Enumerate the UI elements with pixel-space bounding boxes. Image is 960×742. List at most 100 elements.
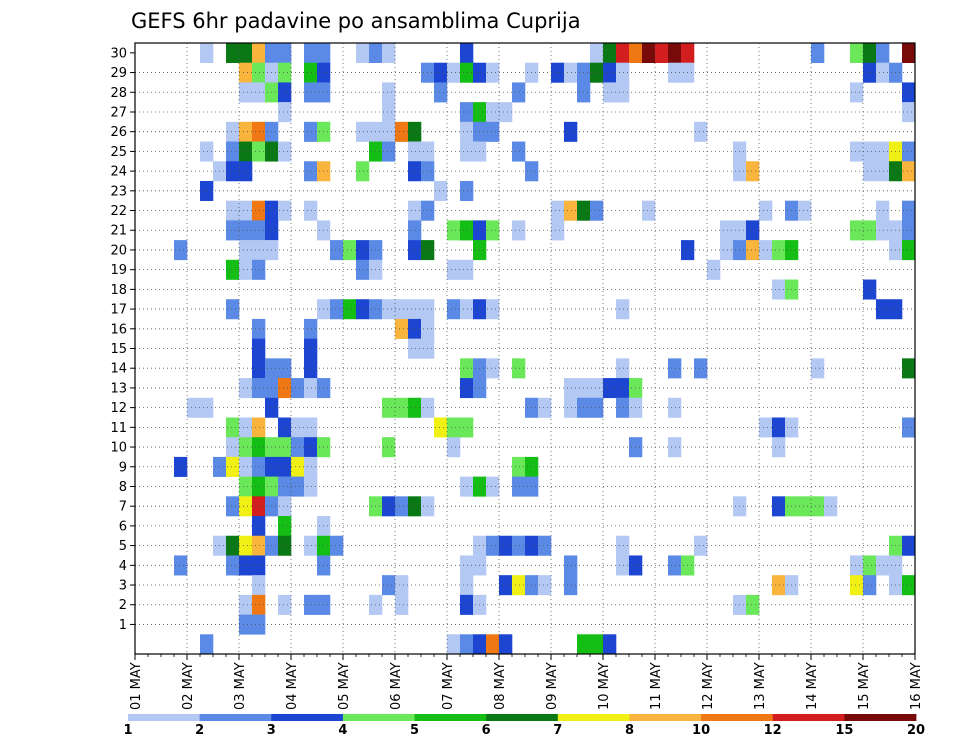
y-tick-label: 26 — [110, 125, 127, 140]
heatmap-cell — [694, 121, 708, 142]
heatmap-cell — [486, 62, 500, 83]
heatmap-cell — [447, 62, 461, 83]
heatmap-cell — [551, 220, 565, 241]
colorbar-swatch — [772, 714, 845, 721]
heatmap-cell — [239, 161, 253, 182]
heatmap-cell — [486, 220, 500, 241]
heatmap-cell — [382, 121, 396, 142]
heatmap-cell — [356, 259, 370, 280]
heatmap-cell — [382, 397, 396, 418]
heatmap-cell — [512, 575, 526, 596]
heatmap-cell — [408, 318, 422, 339]
heatmap-cell — [330, 299, 344, 320]
heatmap-cell — [408, 240, 422, 261]
heatmap-cell — [252, 555, 266, 576]
heatmap-cell — [668, 397, 682, 418]
heatmap-cell — [252, 220, 266, 241]
heatmap-cell — [304, 82, 318, 103]
heatmap-cell — [902, 220, 916, 241]
y-tick-label: 22 — [110, 204, 127, 219]
heatmap-cell — [538, 397, 552, 418]
x-tick-label: 14 MAY — [805, 662, 820, 710]
heatmap-cell — [551, 200, 565, 221]
heatmap-cell — [616, 397, 630, 418]
heatmap-cell — [226, 121, 240, 142]
heatmap-cell — [564, 555, 578, 576]
colorbar-label: 15 — [835, 723, 853, 738]
y-tick-label: 14 — [110, 362, 127, 377]
heatmap-cell — [902, 575, 916, 596]
y-tick-label: 12 — [110, 401, 127, 416]
heatmap-cell — [395, 397, 409, 418]
heatmap-cell — [499, 535, 513, 556]
heatmap-cell — [603, 43, 617, 64]
heatmap-cell — [798, 200, 812, 221]
heatmap-cell — [395, 121, 409, 142]
heatmap-cell — [226, 555, 240, 576]
heatmap-cell — [902, 200, 916, 221]
heatmap-cell — [239, 555, 253, 576]
heatmap-cell — [486, 102, 500, 123]
heatmap-cell — [460, 555, 474, 576]
x-tick-label: 13 MAY — [753, 662, 768, 710]
heatmap-cell — [798, 496, 812, 517]
heatmap-cell — [252, 121, 266, 142]
y-tick-label: 24 — [110, 165, 127, 180]
x-tick-label: 07 MAY — [441, 662, 456, 710]
heatmap-cell — [278, 417, 292, 438]
y-tick-label: 19 — [110, 263, 127, 278]
heatmap-cell — [902, 161, 916, 182]
heatmap-cell — [512, 82, 526, 103]
heatmap-cell — [174, 555, 188, 576]
heatmap-cell — [304, 200, 318, 221]
heatmap-cell — [746, 161, 760, 182]
heatmap-cell — [876, 62, 890, 83]
heatmap-cell — [200, 397, 214, 418]
heatmap-cell — [863, 555, 877, 576]
heatmap-cell — [759, 240, 773, 261]
x-tick-label: 09 MAY — [545, 662, 560, 710]
heatmap-cell — [304, 121, 318, 142]
heatmap-cell — [590, 634, 604, 655]
colorbar-legend: 1 2 3 4 5 6 7 8 10 12 15 20 — [123, 714, 925, 738]
colorbar-label: 2 — [195, 723, 204, 738]
heatmap-cell — [603, 634, 617, 655]
heatmap-cell — [460, 62, 474, 83]
y-tick-label: 5 — [119, 539, 127, 554]
heatmap-cell — [694, 535, 708, 556]
y-tick-label: 27 — [110, 105, 127, 120]
colorbar-label: 10 — [692, 723, 710, 738]
heatmap-cell — [278, 62, 292, 83]
heatmap-cell — [252, 496, 266, 517]
y-tick-label: 25 — [110, 145, 127, 160]
colorbar-swatch — [557, 714, 630, 721]
heatmap-cell — [460, 358, 474, 379]
heatmap-cell — [460, 43, 474, 64]
heatmap-cell — [629, 43, 643, 64]
heatmap-cell — [486, 634, 500, 655]
y-tick-label: 11 — [110, 421, 127, 436]
heatmap-cell — [174, 456, 188, 477]
heatmap-cell — [447, 220, 461, 241]
heatmap-cell — [746, 594, 760, 615]
heatmap-cell — [252, 437, 266, 458]
heatmap-cell — [486, 358, 500, 379]
heatmap-cell — [590, 378, 604, 399]
colorbar-swatch — [342, 714, 415, 721]
heatmap-cell — [174, 240, 188, 261]
heatmap-cell — [278, 516, 292, 537]
y-tick-label: 10 — [110, 441, 127, 456]
heatmap-cell — [551, 62, 565, 83]
heatmap-cell — [304, 535, 318, 556]
heatmap-cell — [512, 456, 526, 477]
heatmap-cell — [304, 43, 318, 64]
heatmap-cell — [408, 141, 422, 162]
heatmap-cell — [408, 299, 422, 320]
heatmap-cell — [200, 180, 214, 201]
heatmap-cell — [564, 397, 578, 418]
heatmap-cell — [811, 43, 825, 64]
heatmap-cell — [252, 614, 266, 635]
y-tick-label: 23 — [110, 184, 127, 199]
heatmap-cell — [876, 141, 890, 162]
heatmap-cell — [395, 575, 409, 596]
